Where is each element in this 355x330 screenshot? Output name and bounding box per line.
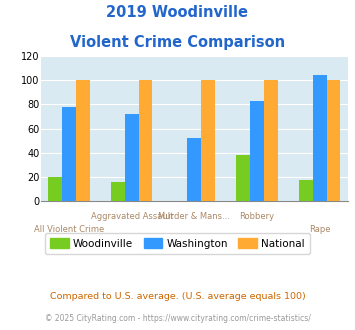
Text: All Violent Crime: All Violent Crime: [34, 225, 104, 234]
Text: © 2025 CityRating.com - https://www.cityrating.com/crime-statistics/: © 2025 CityRating.com - https://www.city…: [45, 314, 310, 323]
Bar: [327, 80, 340, 201]
Bar: [187, 138, 201, 201]
Text: Robbery: Robbery: [240, 213, 275, 221]
Bar: [299, 180, 313, 201]
Text: Rape: Rape: [309, 225, 331, 234]
Bar: [201, 80, 215, 201]
Bar: [236, 155, 250, 201]
Text: Murder & Mans...: Murder & Mans...: [158, 213, 230, 221]
Text: Aggravated Assault: Aggravated Assault: [91, 213, 173, 221]
Bar: [250, 101, 264, 201]
Legend: Woodinville, Washington, National: Woodinville, Washington, National: [45, 233, 310, 254]
Text: Violent Crime Comparison: Violent Crime Comparison: [70, 35, 285, 50]
Bar: [313, 76, 327, 201]
Bar: [264, 80, 278, 201]
Bar: [76, 80, 90, 201]
Text: Compared to U.S. average. (U.S. average equals 100): Compared to U.S. average. (U.S. average …: [50, 292, 305, 301]
Bar: [138, 80, 152, 201]
Bar: [48, 177, 62, 201]
Bar: [125, 114, 138, 201]
Bar: [111, 182, 125, 201]
Text: 2019 Woodinville: 2019 Woodinville: [106, 5, 248, 20]
Bar: [62, 107, 76, 201]
